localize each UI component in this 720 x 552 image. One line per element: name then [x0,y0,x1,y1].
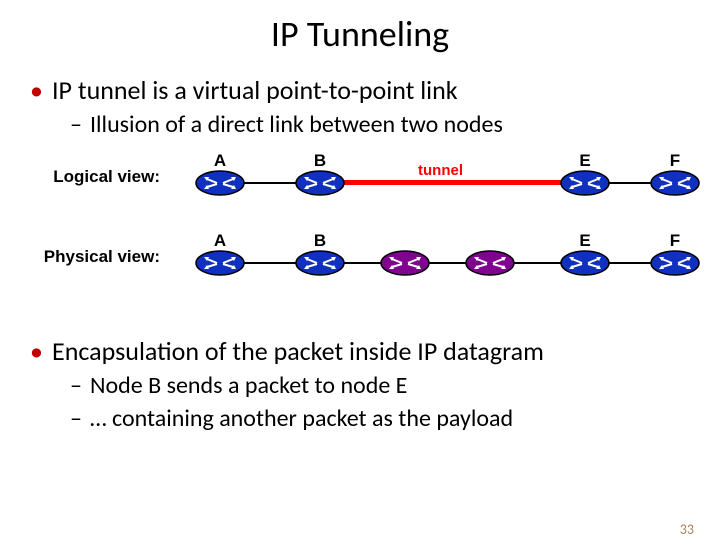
tunnel-label: tunnel [418,162,463,179]
slide-title: IP Tunneling [0,12,720,56]
router-f-physical [650,250,700,276]
router-a-logical [195,170,245,196]
router-e-logical [560,170,610,196]
router-b-physical [295,250,345,276]
logical-view-label: Logical view: [0,167,160,187]
router-a-physical [195,250,245,276]
node-label-f-logical: F [665,151,685,171]
bullet-2-sub-1: Node B sends a packet to node E [70,371,720,400]
node-label-a-logical: A [210,151,230,171]
router-e-physical [560,250,610,276]
bullet-1-sub-1: Illusion of a direct link between two no… [70,110,720,139]
bullet-2: Encapsulation of the packet inside IP da… [30,335,720,367]
router-f-logical [650,170,700,196]
bullet-2-sub-2: … containing another packet as the paylo… [70,404,720,433]
node-label-f-physical: F [665,231,685,251]
node-label-e-logical: E [575,151,595,171]
node-label-e-physical: E [575,231,595,251]
diagram: Logical view: A B E F tunnel [0,147,720,317]
node-label-b-logical: B [310,151,330,171]
router-b-logical [295,170,345,196]
node-label-b-physical: B [310,231,330,251]
router-mid2-physical [465,250,515,276]
node-label-a-physical: A [210,231,230,251]
router-mid1-physical [380,250,430,276]
page-number: 33 [680,521,694,538]
tunnel-line [320,180,565,185]
bullet-1: IP tunnel is a virtual point-to-point li… [30,74,720,106]
physical-view-label: Physical view: [0,247,160,267]
